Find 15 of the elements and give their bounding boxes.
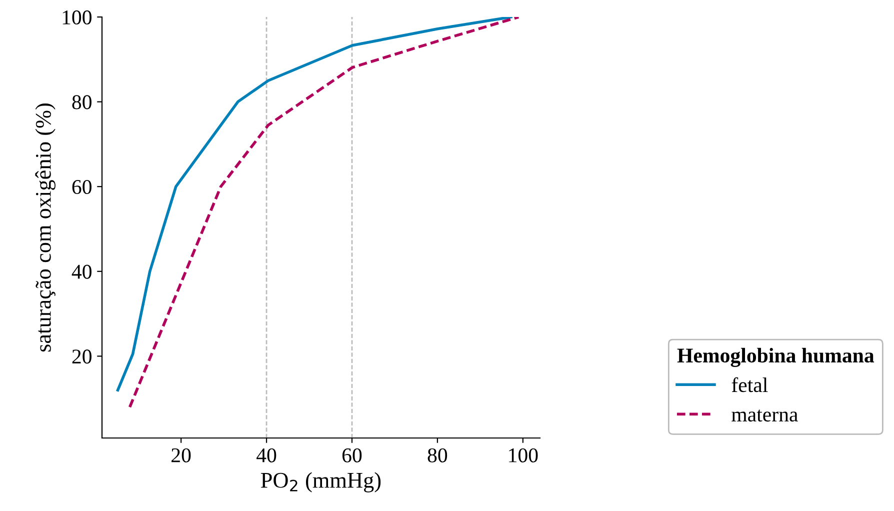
legend-label: fetal <box>732 377 768 392</box>
x-tick-label: 60 <box>342 448 362 462</box>
x-tick-label: 100 <box>509 448 538 462</box>
y-tick-label: 20 <box>72 350 92 364</box>
y-tick-label: 100 <box>62 10 92 24</box>
y-tick-label: 60 <box>72 180 92 194</box>
legend-title: Hemoglobina humana <box>677 348 874 367</box>
x-tick-label: 80 <box>428 448 448 462</box>
x-axis-title: PO$_{2}$ (mmHg) <box>260 472 381 492</box>
y-tick-label: 40 <box>72 264 92 279</box>
x-tick-label: 40 <box>256 448 276 462</box>
y-tick-label: 80 <box>72 95 92 110</box>
x-tick-label: 20 <box>172 448 191 462</box>
y-axis-title: saturação com oxigênio (%) <box>35 104 56 352</box>
legend-label: materna <box>732 410 798 422</box>
